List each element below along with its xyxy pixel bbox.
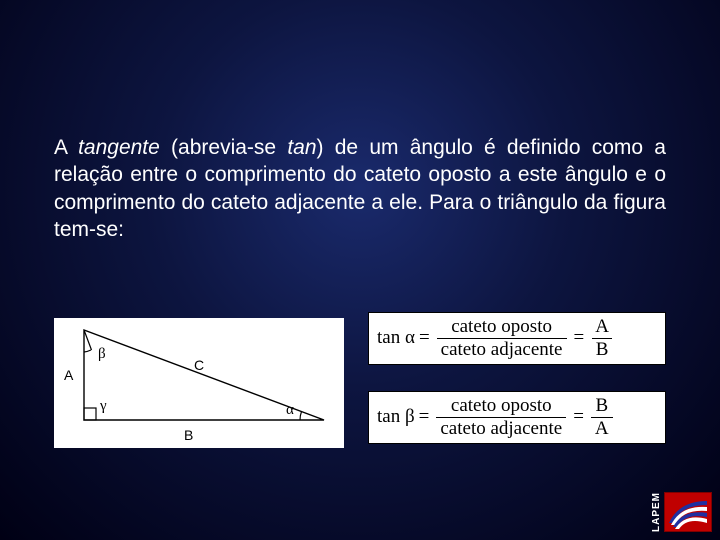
den: B	[592, 338, 613, 360]
den: A	[591, 417, 613, 439]
figures-row: A B C β γ α tan α = cateto oposto cateto…	[54, 318, 666, 448]
num: cateto oposto	[447, 396, 556, 417]
beta-arc	[84, 350, 91, 352]
triangle-diagram: A B C β γ α	[54, 318, 344, 448]
frac-letters-beta: B A	[591, 396, 613, 439]
frac-words-alpha: cateto oposto cateto adjacente	[437, 317, 567, 360]
frac-letters-alpha: A B	[591, 317, 613, 360]
equals-1: =	[419, 406, 430, 428]
num: cateto oposto	[447, 317, 556, 338]
label-C: C	[194, 357, 204, 373]
text-run-tangente: tangente	[78, 136, 160, 159]
text-run-1: A	[54, 136, 78, 159]
den: cateto adjacente	[436, 417, 566, 439]
equals-2: =	[573, 406, 584, 428]
logo-text: LAPEM	[651, 492, 662, 532]
func: tan	[377, 327, 400, 348]
formula-tan-beta: tan β = cateto oposto cateto adjacente =…	[368, 391, 666, 444]
frac-words-beta: cateto oposto cateto adjacente	[436, 396, 566, 439]
label-alpha: α	[286, 402, 294, 418]
func: tan	[377, 406, 400, 427]
lapem-logo	[664, 492, 712, 532]
text-run-tan: tan	[287, 136, 316, 159]
definition-paragraph: A tangente (abrevia-se tan) de um ângulo…	[54, 134, 666, 243]
formulas-column: tan α = cateto oposto cateto adjacente =…	[368, 312, 666, 444]
label-gamma: γ	[99, 398, 107, 414]
equals-2: =	[574, 327, 585, 349]
label-B: B	[184, 427, 193, 443]
arg: β	[405, 406, 415, 427]
text-run-3: (abrevia-se	[160, 136, 288, 159]
right-angle-square	[84, 408, 96, 420]
arg: α	[405, 327, 415, 348]
num: B	[591, 396, 612, 417]
num: A	[591, 317, 613, 338]
formula-tan-alpha: tan α = cateto oposto cateto adjacente =…	[368, 312, 666, 365]
label-A: A	[64, 367, 74, 383]
alpha-arc	[300, 412, 302, 420]
label-beta: β	[98, 346, 106, 362]
den: cateto adjacente	[437, 338, 567, 360]
equals-1: =	[419, 327, 430, 349]
